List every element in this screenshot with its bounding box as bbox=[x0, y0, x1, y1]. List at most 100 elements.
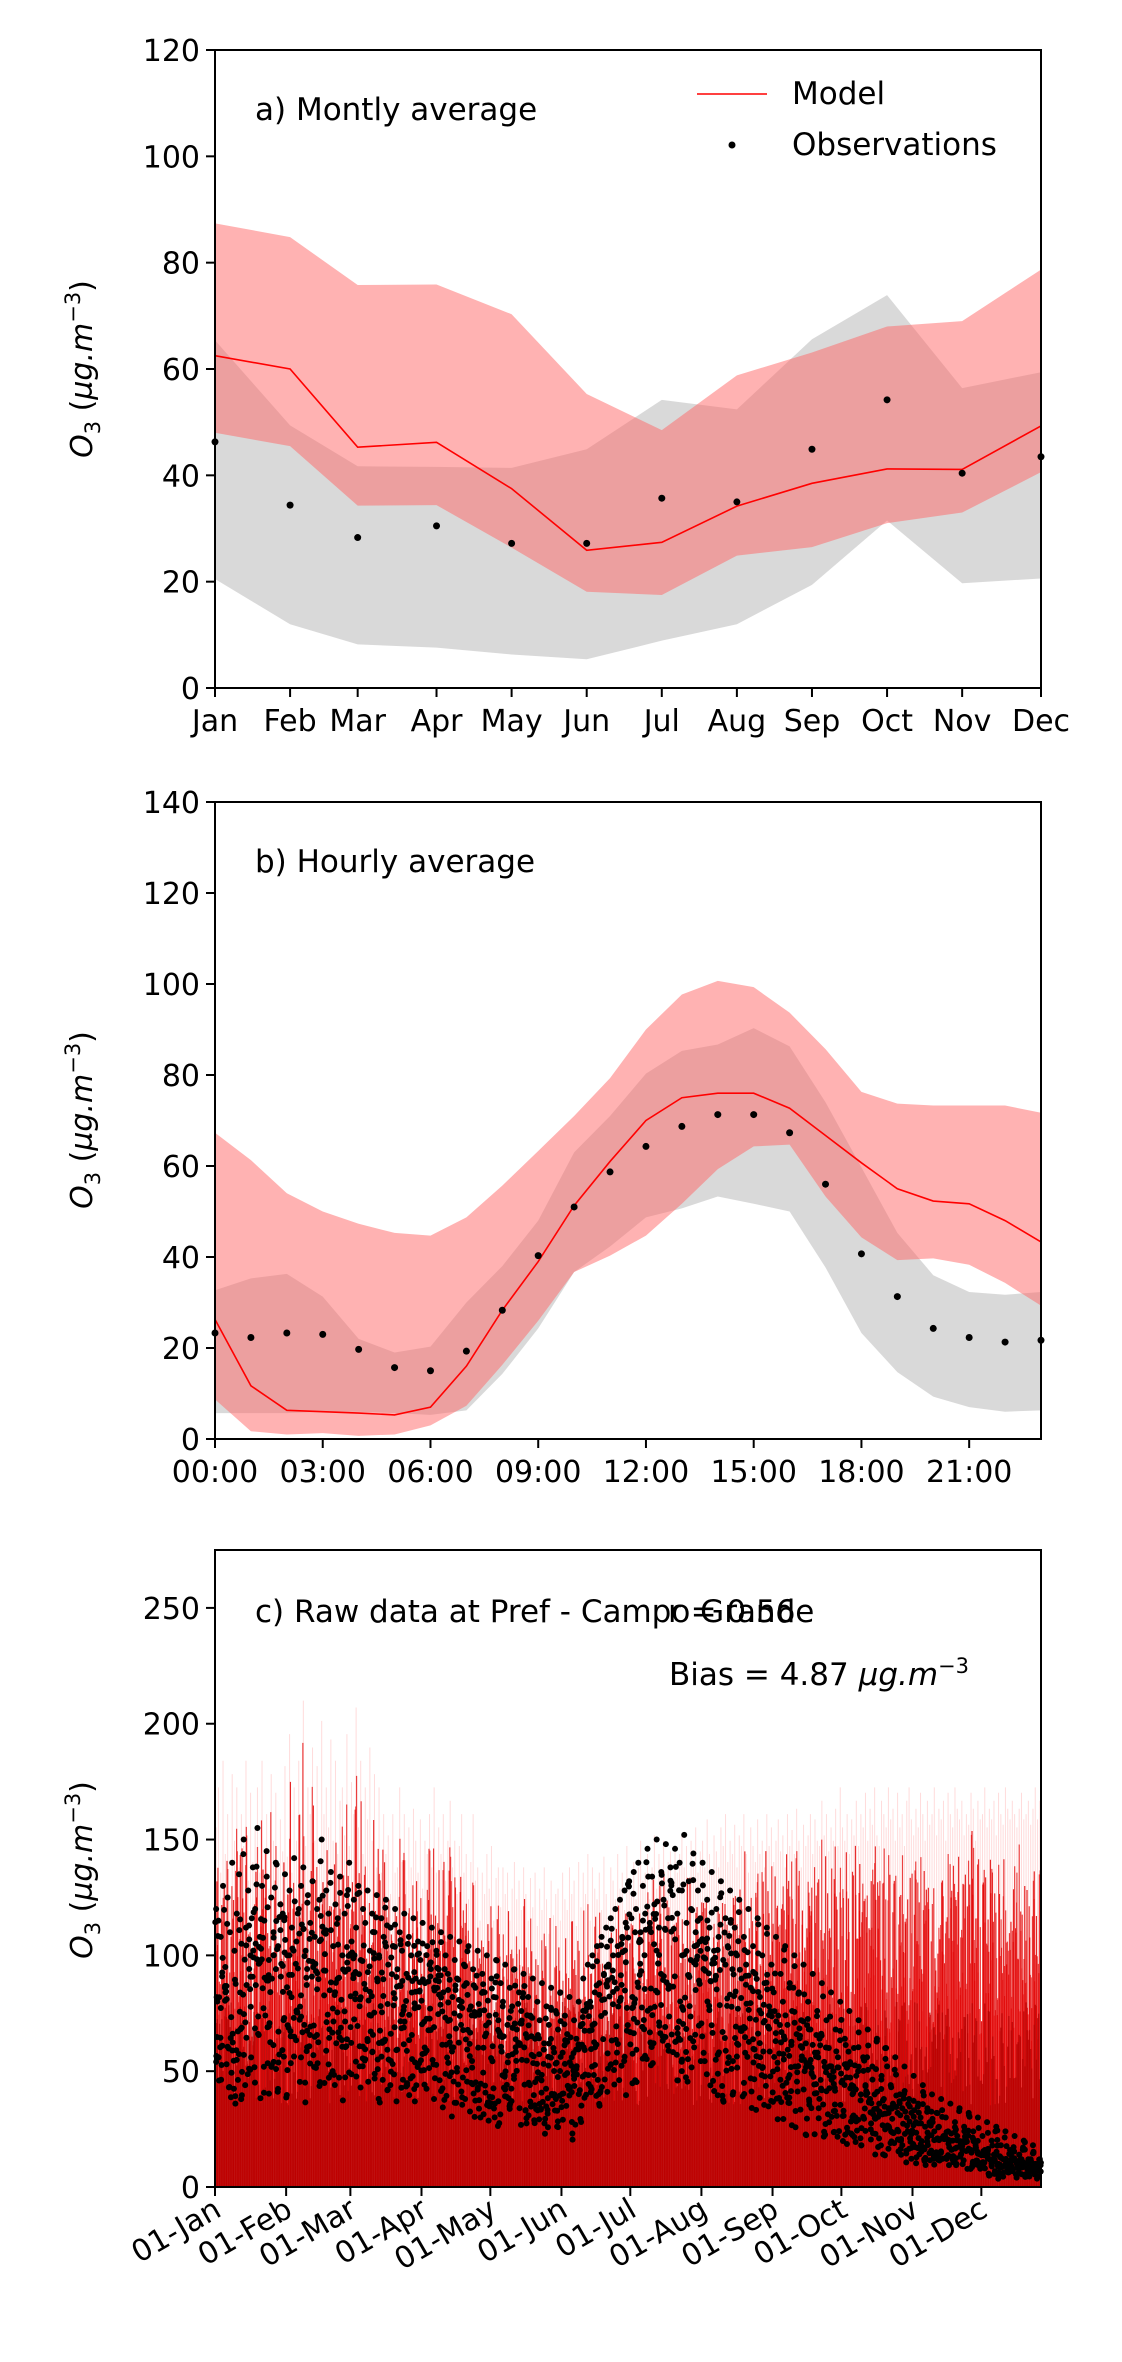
observation-point bbox=[713, 1986, 720, 1993]
observation-point bbox=[462, 2036, 469, 2043]
observation-point bbox=[572, 2121, 579, 2128]
observation-point bbox=[243, 1942, 250, 1949]
observation-point bbox=[506, 1984, 513, 1991]
observation-point bbox=[268, 1894, 275, 1901]
observation-point bbox=[671, 1973, 678, 1980]
observation-point bbox=[791, 1963, 798, 1970]
observation-point bbox=[462, 2095, 469, 2102]
observation-point bbox=[722, 1961, 729, 1968]
observation-point bbox=[549, 2101, 556, 2108]
observation-point bbox=[968, 2146, 975, 2153]
observation-point bbox=[672, 1863, 679, 1870]
observation-point bbox=[356, 1889, 363, 1896]
observation-point bbox=[501, 2072, 508, 2079]
observation-point bbox=[366, 1963, 373, 1970]
observation-point bbox=[541, 2120, 548, 2127]
observation-point bbox=[993, 2148, 1000, 2155]
observation-point bbox=[380, 1976, 387, 1983]
observation-point bbox=[533, 2060, 540, 2067]
x-tick-label: 12:00 bbox=[603, 1455, 689, 1490]
observation-point bbox=[229, 2039, 236, 2046]
observation-point bbox=[655, 1960, 662, 1967]
observation-point bbox=[677, 2036, 684, 2043]
x-tick-label: Feb bbox=[264, 704, 317, 739]
observation-point bbox=[566, 1994, 573, 2001]
observation-point bbox=[975, 2124, 982, 2131]
observation-point bbox=[933, 2109, 940, 2116]
observation-point bbox=[786, 1980, 793, 1987]
observation-point bbox=[792, 2108, 799, 2115]
observation-point bbox=[696, 1980, 703, 1987]
observation-point bbox=[307, 2060, 314, 2067]
observation-point bbox=[551, 2049, 558, 2056]
observation-point bbox=[815, 2054, 822, 2061]
observation-point bbox=[841, 2081, 848, 2088]
model-range-band bbox=[215, 980, 1041, 1436]
observation-point bbox=[306, 1935, 313, 1942]
observation-point bbox=[534, 1998, 541, 2005]
observation-point bbox=[667, 1864, 674, 1871]
observation-point bbox=[403, 2047, 410, 2054]
observation-point bbox=[872, 2130, 879, 2137]
observation-point bbox=[270, 2058, 277, 2065]
observation-point bbox=[369, 2049, 376, 2056]
observation-point bbox=[716, 1966, 723, 1973]
observation-point bbox=[538, 2077, 545, 2084]
observation-point bbox=[345, 1886, 352, 1893]
observation-point bbox=[700, 2049, 707, 2056]
observation-point bbox=[410, 1915, 417, 1922]
observation-point bbox=[755, 1921, 762, 1928]
observation-point bbox=[704, 1917, 711, 1924]
observation-point bbox=[692, 1929, 699, 1936]
observation-point bbox=[862, 2082, 869, 2089]
observation-point bbox=[279, 2047, 286, 2054]
observation-point bbox=[911, 2107, 918, 2114]
observation-point bbox=[497, 2111, 504, 2118]
observation-point bbox=[830, 2074, 837, 2081]
observation-point bbox=[615, 2003, 622, 2010]
observation-point bbox=[332, 1901, 339, 1908]
observation-point bbox=[668, 1914, 675, 1921]
observation-point bbox=[869, 2076, 876, 2083]
y-tick-label: 60 bbox=[162, 1150, 200, 1185]
observation-point bbox=[282, 1936, 289, 1943]
observation-point bbox=[759, 2064, 766, 2071]
observation-point bbox=[523, 2057, 530, 2064]
observation-point bbox=[424, 1943, 431, 1950]
observation-point bbox=[786, 1129, 794, 1137]
observation-point bbox=[816, 2095, 823, 2102]
observation-point bbox=[447, 1933, 454, 1940]
observation-point bbox=[364, 2038, 371, 2045]
observation-point bbox=[569, 2130, 576, 2137]
observation-point bbox=[743, 1961, 750, 1968]
observation-point bbox=[706, 2002, 713, 2009]
observation-point bbox=[229, 1859, 236, 1866]
observation-point bbox=[273, 2065, 280, 2072]
observation-point bbox=[692, 1961, 699, 1968]
observation-point bbox=[377, 2003, 384, 2010]
observation-point bbox=[613, 2049, 620, 2056]
observation-point bbox=[451, 2010, 458, 2017]
observation-point bbox=[922, 2154, 929, 2161]
observation-point bbox=[847, 2074, 854, 2081]
observation-point bbox=[817, 2042, 824, 2049]
observation-point bbox=[299, 2029, 306, 2036]
observation-point bbox=[303, 1981, 310, 1988]
observation-point bbox=[437, 2001, 444, 2008]
observation-point bbox=[744, 2053, 751, 2060]
observation-point bbox=[674, 1910, 681, 1917]
observation-point bbox=[466, 2053, 473, 2060]
observation-point bbox=[762, 2082, 769, 2089]
observation-point bbox=[423, 2047, 430, 2054]
x-tick-label: Dec bbox=[1012, 704, 1070, 739]
observation-point bbox=[604, 1983, 611, 1990]
observation-point bbox=[540, 2046, 547, 2053]
observation-point bbox=[417, 2057, 424, 2064]
observation-point bbox=[873, 2066, 880, 2073]
observation-point bbox=[302, 2099, 309, 2106]
observation-point bbox=[484, 1997, 491, 2004]
observation-point bbox=[304, 1899, 311, 1906]
observation-point bbox=[337, 1873, 344, 1880]
observation-point bbox=[406, 2011, 413, 2018]
observation-point bbox=[639, 1917, 646, 1924]
